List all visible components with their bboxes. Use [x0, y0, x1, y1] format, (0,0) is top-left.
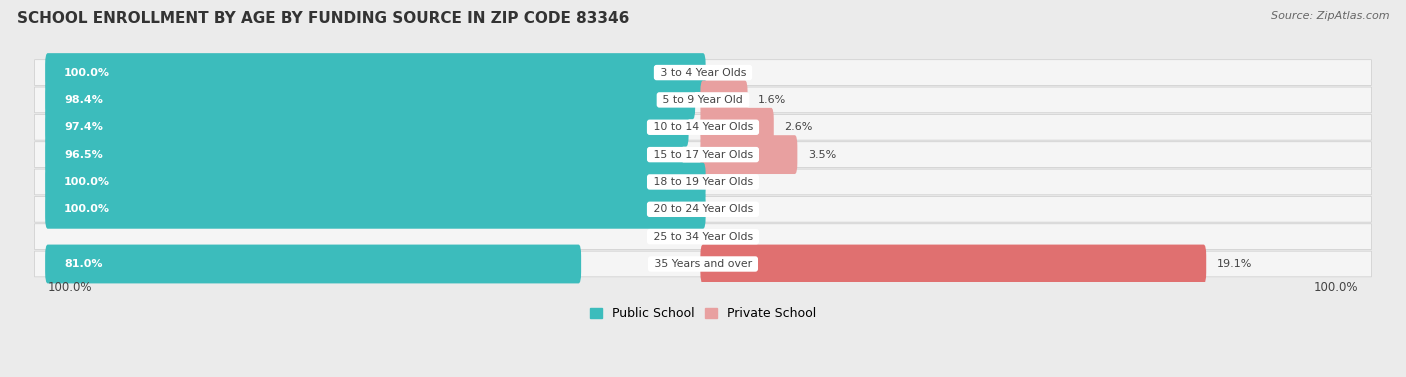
Text: 0.0%: 0.0% [716, 67, 744, 78]
Text: 10 to 14 Year Olds: 10 to 14 Year Olds [650, 122, 756, 132]
Text: 100.0%: 100.0% [1313, 281, 1358, 294]
Text: 3 to 4 Year Olds: 3 to 4 Year Olds [657, 67, 749, 78]
FancyBboxPatch shape [35, 60, 1371, 86]
Text: 100.0%: 100.0% [65, 204, 110, 214]
Text: 100.0%: 100.0% [48, 281, 93, 294]
FancyBboxPatch shape [45, 53, 706, 92]
FancyBboxPatch shape [700, 81, 748, 120]
FancyBboxPatch shape [45, 108, 689, 147]
Text: 100.0%: 100.0% [65, 67, 110, 78]
FancyBboxPatch shape [45, 190, 706, 229]
FancyBboxPatch shape [35, 251, 1371, 277]
Text: 0.0%: 0.0% [662, 231, 690, 242]
FancyBboxPatch shape [35, 114, 1371, 140]
Text: 0.0%: 0.0% [716, 177, 744, 187]
FancyBboxPatch shape [35, 142, 1371, 167]
Text: 96.5%: 96.5% [65, 150, 103, 159]
Text: 81.0%: 81.0% [65, 259, 103, 269]
Text: 20 to 24 Year Olds: 20 to 24 Year Olds [650, 204, 756, 214]
Text: 18 to 19 Year Olds: 18 to 19 Year Olds [650, 177, 756, 187]
FancyBboxPatch shape [700, 135, 797, 174]
Legend: Public School, Private School: Public School, Private School [585, 302, 821, 325]
Text: Source: ZipAtlas.com: Source: ZipAtlas.com [1271, 11, 1389, 21]
FancyBboxPatch shape [45, 162, 706, 201]
FancyBboxPatch shape [35, 169, 1371, 195]
Text: 25 to 34 Year Olds: 25 to 34 Year Olds [650, 231, 756, 242]
FancyBboxPatch shape [35, 87, 1371, 113]
Text: SCHOOL ENROLLMENT BY AGE BY FUNDING SOURCE IN ZIP CODE 83346: SCHOOL ENROLLMENT BY AGE BY FUNDING SOUR… [17, 11, 630, 26]
Text: 15 to 17 Year Olds: 15 to 17 Year Olds [650, 150, 756, 159]
FancyBboxPatch shape [700, 245, 1206, 284]
FancyBboxPatch shape [35, 196, 1371, 222]
FancyBboxPatch shape [45, 245, 581, 284]
Text: 2.6%: 2.6% [785, 122, 813, 132]
FancyBboxPatch shape [700, 108, 773, 147]
Text: 5 to 9 Year Old: 5 to 9 Year Old [659, 95, 747, 105]
Text: 1.6%: 1.6% [758, 95, 786, 105]
FancyBboxPatch shape [45, 135, 683, 174]
Text: 3.5%: 3.5% [808, 150, 837, 159]
Text: 0.0%: 0.0% [716, 204, 744, 214]
FancyBboxPatch shape [35, 224, 1371, 250]
Text: 97.4%: 97.4% [65, 122, 103, 132]
Text: 98.4%: 98.4% [65, 95, 103, 105]
Text: 0.0%: 0.0% [716, 231, 744, 242]
Text: 35 Years and over: 35 Years and over [651, 259, 755, 269]
FancyBboxPatch shape [45, 81, 695, 120]
Text: 19.1%: 19.1% [1216, 259, 1253, 269]
Text: 100.0%: 100.0% [65, 177, 110, 187]
